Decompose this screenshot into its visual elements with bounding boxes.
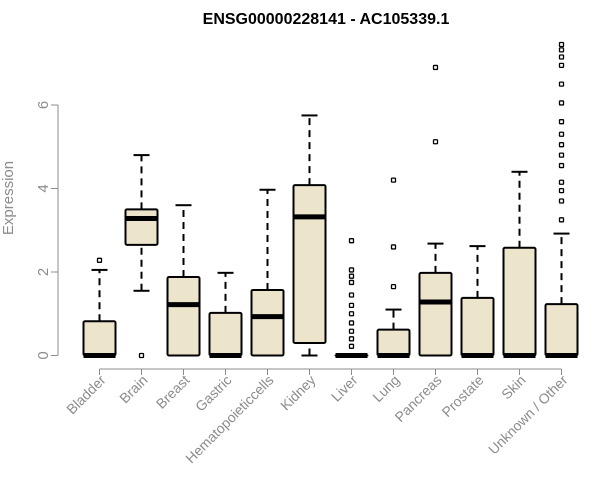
box-iqr (250, 288, 285, 357)
box-iqr (544, 303, 579, 357)
box-10 (502, 170, 537, 358)
y-tick-label: 0 (35, 351, 52, 359)
box-11 (544, 41, 579, 358)
outlier-point (348, 238, 355, 244)
box-1 (124, 154, 159, 359)
outlier-point (348, 279, 355, 286)
x-axis: Bladder Brain Breast GastricHematopoieticce… (63, 368, 571, 466)
box-iqr (460, 296, 495, 357)
outlier-point (348, 328, 355, 334)
outlier-point (558, 41, 565, 48)
outlier-point (348, 336, 355, 342)
y-axis: 0 2 4 6 (35, 101, 59, 360)
outlier-point (558, 152, 565, 158)
outlier-point (558, 119, 565, 125)
x-tick-label: Unknown / Other (485, 372, 571, 458)
box-9 (460, 245, 495, 358)
outlier-point (348, 292, 355, 298)
outlier-point (348, 320, 355, 326)
outlier-point (390, 244, 397, 250)
outlier-point (390, 177, 397, 183)
chart-title: ENSG00000228141 - AC105339.1 (203, 11, 450, 28)
outlier-point (558, 217, 565, 223)
x-tick-label: Lung (369, 372, 402, 405)
outlier-point (432, 64, 439, 71)
outlier-point (96, 257, 103, 263)
box-iqr (502, 246, 537, 357)
outlier-point (348, 302, 355, 309)
x-tick-label: Kidney (277, 372, 319, 414)
y-tick-label: 4 (35, 184, 52, 192)
outlier-point (558, 100, 565, 106)
x-tick-label: Skin (498, 372, 529, 403)
outlier-point (348, 343, 355, 349)
box-2 (166, 204, 201, 357)
box-7 (376, 177, 411, 358)
outlier-point (558, 179, 565, 185)
outlier-point (432, 139, 439, 145)
y-tick-label: 2 (35, 268, 52, 276)
outlier-point (558, 142, 565, 148)
box-iqr (418, 271, 453, 357)
outlier-point (558, 131, 565, 137)
outlier-point (558, 198, 565, 204)
outlier-point (348, 311, 355, 317)
box-4 (250, 188, 285, 357)
box-iqr (166, 276, 201, 357)
box-iqr (82, 320, 117, 357)
boxes-group (82, 41, 579, 359)
y-tick-label: 6 (35, 101, 52, 109)
outlier-point (558, 54, 565, 60)
box-6 (334, 238, 369, 358)
box-iqr (292, 184, 327, 344)
outlier-point (558, 47, 565, 53)
box-iqr (124, 208, 159, 246)
x-tick-label: Liver (328, 372, 361, 405)
outlier-point (558, 62, 565, 68)
x-tick-label: Brain (116, 372, 150, 406)
x-tick-label: Breast (153, 372, 193, 412)
x-tick-label: Bladder (63, 372, 109, 418)
box-5 (292, 114, 327, 357)
outlier-point (558, 187, 565, 194)
outlier-point (138, 352, 145, 359)
box-3 (208, 271, 243, 358)
outlier-point (558, 162, 565, 169)
outlier-point (348, 267, 355, 273)
outlier-point (558, 81, 565, 87)
y-axis-label: Expression (0, 161, 17, 235)
box-8 (418, 64, 453, 357)
outlier-point (348, 273, 355, 279)
x-tick-label: Prostate (438, 372, 486, 420)
x-tick-label: Pancreas (391, 372, 444, 425)
box-iqr (208, 311, 243, 357)
outlier-point (390, 283, 397, 290)
box-iqr (376, 328, 411, 357)
box-0 (82, 257, 117, 358)
